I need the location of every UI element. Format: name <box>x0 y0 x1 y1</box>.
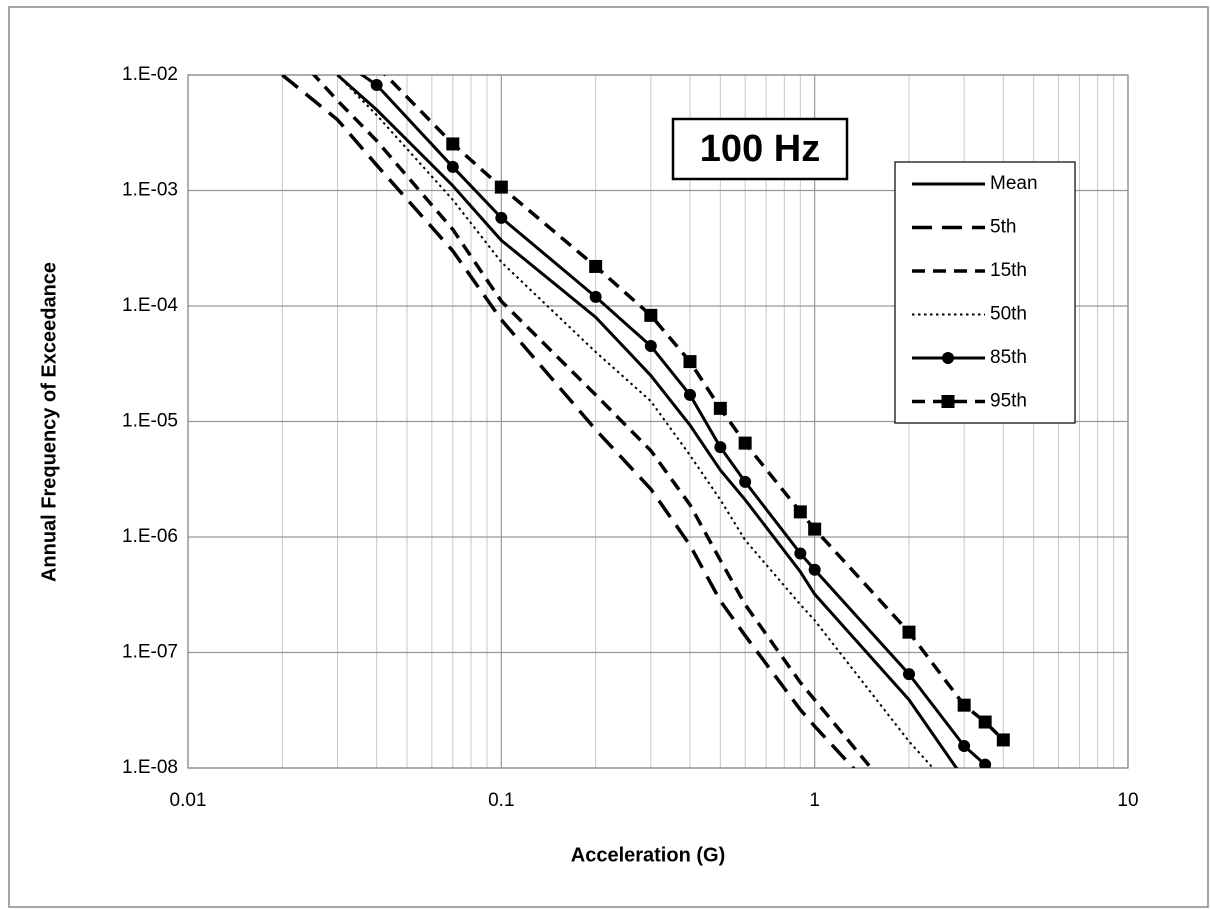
legend-label: 95th <box>990 391 1027 412</box>
series-line <box>281 75 856 768</box>
x-tick-label: 10 <box>1117 790 1138 811</box>
y-tick-label: 1.E-06 <box>122 526 178 547</box>
series-line <box>383 75 1005 742</box>
point-marker <box>902 625 916 639</box>
point-marker <box>446 160 459 173</box>
legend-label: 50th <box>990 304 1027 325</box>
annotation-box <box>671 117 849 181</box>
x-tick-label: 0.01 <box>170 790 207 811</box>
y-tick-label: 1.E-07 <box>122 642 178 663</box>
point-marker <box>942 352 954 364</box>
y-tick-label: 1.E-08 <box>122 757 178 778</box>
point-marker <box>941 395 955 408</box>
series-line <box>311 75 874 768</box>
point-marker <box>370 78 383 91</box>
point-marker <box>738 436 752 450</box>
legend-label: Mean <box>990 173 1038 194</box>
x-axis-title: Acceleration (G) <box>571 844 725 866</box>
point-marker <box>957 698 971 712</box>
y-tick-label: 1.E-03 <box>122 180 178 201</box>
point-marker <box>495 211 508 224</box>
point-marker <box>958 740 971 753</box>
y-tick-label: 1.E-05 <box>122 411 178 432</box>
point-marker <box>683 388 696 401</box>
point-marker <box>996 733 1010 747</box>
legend-box <box>894 161 1076 424</box>
series-line <box>359 75 987 766</box>
ticks: 0.01 0.1 1 10 1.E-08 1.E-07 1.E-06 1.E-05 1.E-04… <box>122 64 1139 811</box>
y-tick-label: 1.E-04 <box>122 295 178 316</box>
y-tick-label: 1.E-02 <box>122 64 178 85</box>
legend-label: 85th <box>990 347 1027 368</box>
x-tick-label: 1 <box>809 790 820 811</box>
chart-frame <box>8 6 1209 908</box>
point-marker <box>644 308 658 322</box>
series-line <box>336 75 959 768</box>
point-marker <box>739 475 752 488</box>
y-axis-title: Annual Frequency of Exceedance <box>38 262 60 582</box>
series-line <box>336 75 935 768</box>
point-marker <box>644 340 657 353</box>
plot-border <box>187 74 1129 769</box>
legend: Mean 5th 15th 50th 85th 95th <box>894 161 1076 424</box>
point-marker <box>589 259 603 273</box>
point-marker <box>589 290 602 303</box>
point-marker <box>683 355 697 369</box>
point-marker <box>714 441 727 454</box>
point-marker <box>978 715 992 729</box>
point-marker <box>808 522 822 536</box>
legend-label: 5th <box>990 217 1016 238</box>
point-marker <box>793 505 807 519</box>
point-marker <box>902 668 915 681</box>
point-marker <box>713 401 727 415</box>
annotation: 100 Hz <box>700 128 820 170</box>
legend-label: 15th <box>990 260 1027 281</box>
point-marker <box>808 563 821 576</box>
x-tick-label: 0.1 <box>488 790 514 811</box>
point-marker <box>979 758 992 768</box>
point-marker <box>446 137 460 151</box>
point-marker <box>794 547 807 560</box>
point-marker <box>494 180 508 194</box>
series-lines <box>281 75 1010 768</box>
